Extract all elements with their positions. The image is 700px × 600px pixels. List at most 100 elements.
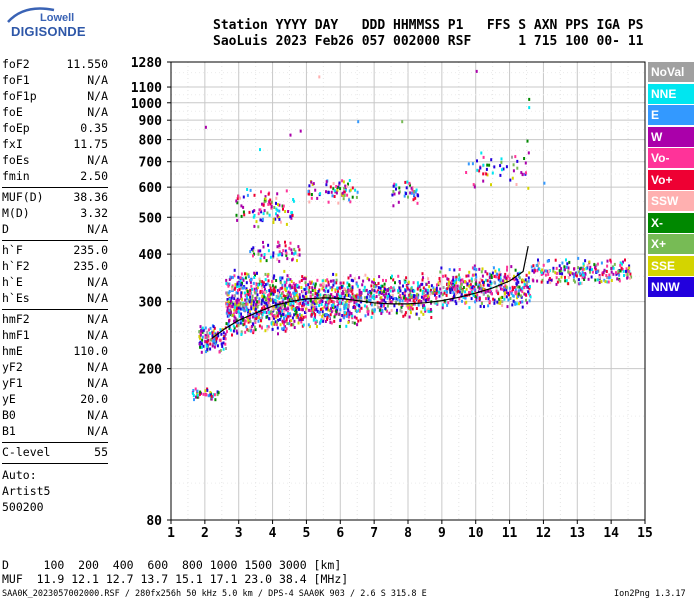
echo-point <box>474 278 477 282</box>
echo-point <box>341 179 344 183</box>
echo-point <box>262 240 264 244</box>
echo-point <box>238 314 241 318</box>
echo-point <box>311 183 314 186</box>
echo-point <box>335 185 338 188</box>
echo-point <box>458 276 461 280</box>
echo-point <box>393 192 396 196</box>
echo-point <box>269 286 272 290</box>
echo-point <box>496 300 499 304</box>
echo-point <box>284 296 287 300</box>
echo-point <box>275 311 278 315</box>
echo-point <box>280 252 283 256</box>
plot-border <box>170 61 646 521</box>
echo-point <box>273 314 276 318</box>
echo-point <box>453 279 456 283</box>
param-value: 110.0 <box>73 344 108 358</box>
echo-point <box>378 275 381 279</box>
echo-point <box>305 309 308 313</box>
echo-point <box>247 313 250 317</box>
echo-point <box>292 307 295 311</box>
echo-point <box>312 300 315 304</box>
echo-point <box>279 279 282 283</box>
echo-point <box>310 196 313 200</box>
echo-point <box>493 280 496 284</box>
echo-point <box>200 329 203 333</box>
echo-point <box>514 268 517 272</box>
echo-point <box>346 290 349 294</box>
echo-point <box>403 194 406 198</box>
echo-point <box>434 293 436 297</box>
echo-point <box>617 269 620 273</box>
param-value: N/A <box>87 153 108 167</box>
echo-point <box>209 393 212 397</box>
echo-point <box>556 280 559 284</box>
echo-point <box>297 245 300 249</box>
echo-point <box>517 292 520 296</box>
echo-point <box>255 220 258 224</box>
echo-point <box>335 273 338 277</box>
y-tick-label: 300 <box>139 296 163 311</box>
echo-point <box>295 283 298 287</box>
echo-point <box>285 308 288 312</box>
echo-point <box>290 248 293 252</box>
echo-point <box>471 286 474 290</box>
echo-point <box>383 282 386 286</box>
echo-point <box>535 263 538 267</box>
echo-point <box>371 288 374 292</box>
echo-point <box>558 269 561 273</box>
echo-point <box>493 274 496 278</box>
echo-point <box>272 217 275 221</box>
echo-point <box>340 285 343 289</box>
echo-point <box>366 276 369 280</box>
echo-point <box>192 394 195 398</box>
echo-point <box>314 289 317 292</box>
echo-point <box>209 338 212 342</box>
echo-point <box>243 319 246 323</box>
echo-point <box>278 305 281 309</box>
echo-point <box>351 186 354 190</box>
echo-point <box>436 283 438 287</box>
echo-point <box>206 330 209 334</box>
echo-point <box>362 288 365 292</box>
echo-point <box>602 271 605 274</box>
echo-point <box>211 334 214 338</box>
echo-point <box>286 257 289 261</box>
echo-point <box>300 314 303 318</box>
echo-point <box>341 191 344 195</box>
echo-point <box>276 320 279 324</box>
echo-point <box>341 292 344 295</box>
echo-point <box>318 310 321 314</box>
echo-point <box>465 287 468 291</box>
echo-point <box>225 311 228 315</box>
echo-point <box>261 202 263 206</box>
echo-point <box>260 319 262 322</box>
echo-point <box>233 319 235 323</box>
echo-point <box>452 275 455 279</box>
echo-point <box>469 291 472 295</box>
echo-point <box>498 297 501 301</box>
echo-point <box>315 319 318 323</box>
echo-point <box>564 275 566 279</box>
echo-point <box>212 329 215 333</box>
echo-point <box>574 273 577 277</box>
echo-point <box>278 250 281 254</box>
x-tick-label: 2 <box>201 526 209 541</box>
echo-point <box>548 278 551 282</box>
echo-point <box>279 310 282 314</box>
echo-point <box>318 313 321 317</box>
echo-point <box>352 294 355 298</box>
echo-point <box>265 259 268 263</box>
echo-point <box>224 337 227 341</box>
echo-point <box>285 314 287 318</box>
echo-point <box>446 277 449 281</box>
echo-point <box>593 263 596 267</box>
echo-point <box>264 329 267 333</box>
echo-point <box>303 295 306 299</box>
echo-point <box>343 295 346 299</box>
echo-point <box>422 290 424 293</box>
echo-point <box>348 198 351 202</box>
param-name: h`F <box>2 243 23 257</box>
echo-point <box>579 281 582 285</box>
echo-point <box>513 286 516 289</box>
echo-point <box>359 318 362 322</box>
